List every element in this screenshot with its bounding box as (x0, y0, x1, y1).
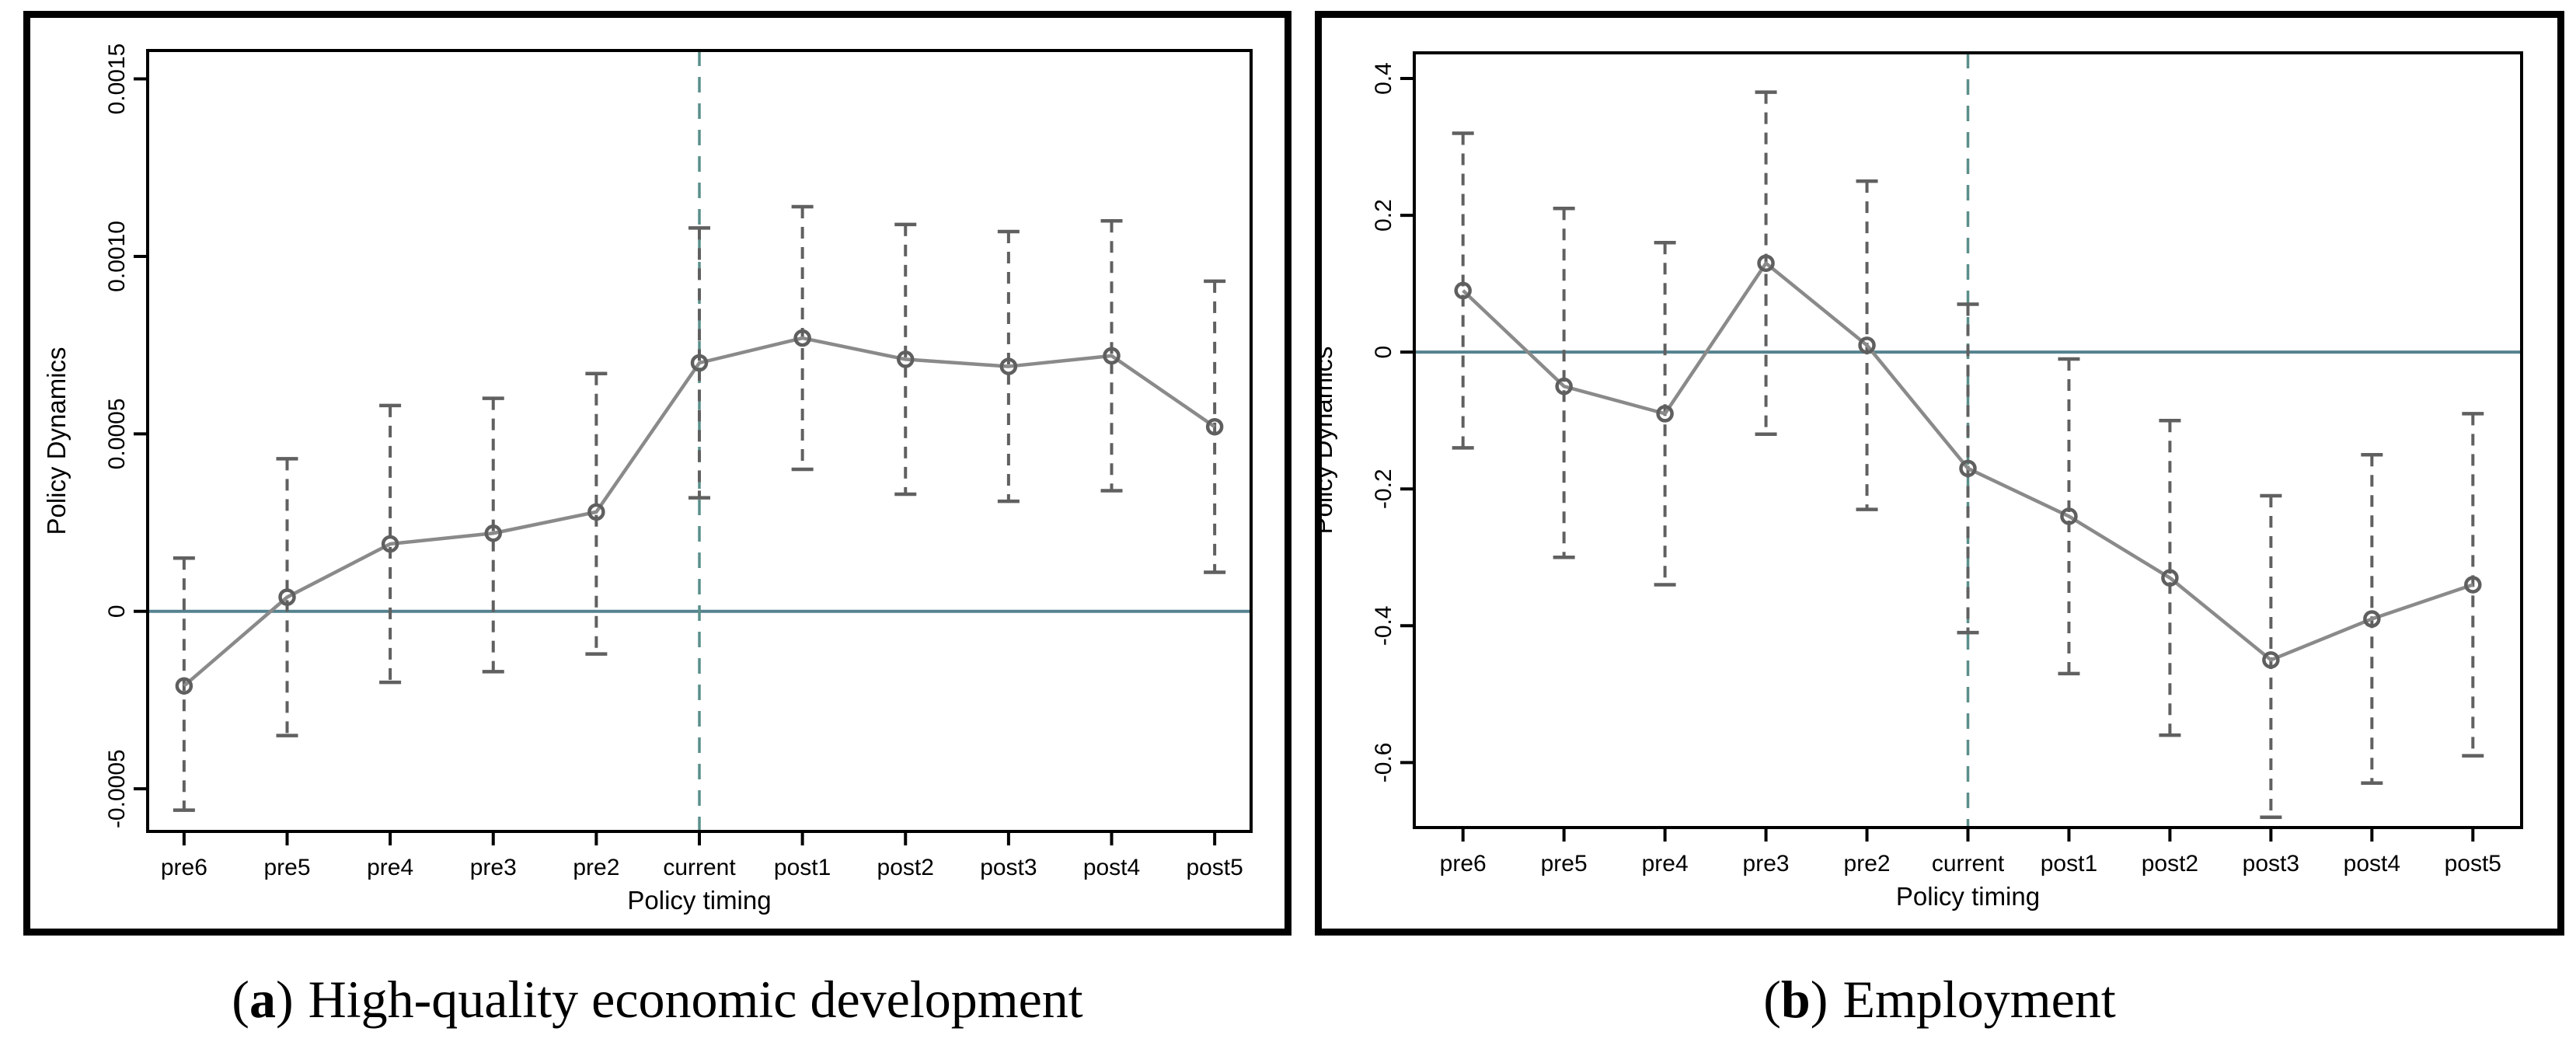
y-axis-title: Policy Dynamics (1322, 346, 1337, 534)
svg-text:post1: post1 (774, 855, 831, 880)
svg-text:pre5: pre5 (1541, 851, 1588, 876)
data-point-markers (1454, 254, 2482, 669)
caption-letter-b: b (1780, 970, 1811, 1029)
svg-text:0: 0 (104, 605, 130, 618)
svg-text:post1: post1 (2041, 851, 2097, 876)
svg-text:post3: post3 (980, 855, 1037, 880)
svg-text:-0.0005: -0.0005 (104, 749, 130, 828)
svg-text:pre2: pre2 (573, 855, 619, 880)
confidence-intervals (173, 204, 1226, 812)
event-study-plot-a: -0.0005 0 0.0005 0.0010 0.0015 Policy Dynamic… (42, 44, 1253, 915)
svg-text:current: current (663, 855, 736, 880)
caption-panel-b: (b) Employment (1315, 960, 2564, 1038)
svg-text:0.0015: 0.0015 (104, 44, 130, 115)
x-axis-title: Policy timing (1896, 882, 2040, 911)
svg-text:-0.6: -0.6 (1371, 743, 1396, 783)
series-line (1462, 261, 2474, 662)
caption-text-b: Employment (1842, 970, 2116, 1029)
y-axis-title: Policy Dynamics (42, 347, 71, 535)
caption-paren-open: ( (1763, 970, 1781, 1029)
confidence-intervals (1452, 90, 2484, 820)
subfigure-panel-a: -0.0005 0 0.0005 0.0010 0.0015 Policy Dynamic… (23, 11, 1291, 936)
svg-text:0.4: 0.4 (1371, 62, 1396, 95)
y-axis: -0.6 -0.4 -0.2 0 0.2 0.4 Policy Dynamics (1322, 62, 1414, 782)
svg-text:pre6: pre6 (1440, 851, 1487, 876)
caption-text-a: High-quality economic development (308, 970, 1083, 1029)
y-axis: -0.0005 0 0.0005 0.0010 0.0015 Policy Dynamic… (42, 44, 148, 828)
svg-text:pre3: pre3 (470, 855, 517, 880)
caption-letter-a: a (249, 970, 276, 1029)
svg-text:pre3: pre3 (1743, 851, 1790, 876)
caption-panel-a: (a) High-quality economic development (23, 960, 1291, 1038)
svg-text:0.2: 0.2 (1371, 199, 1396, 232)
subfigure-panel-b: -0.6 -0.4 -0.2 0 0.2 0.4 Policy Dynamics pre6 pr… (1315, 11, 2564, 936)
caption-paren-open: ( (232, 970, 249, 1029)
svg-text:post4: post4 (2344, 851, 2400, 876)
series-line (183, 336, 1216, 688)
svg-text:pre2: pre2 (1844, 851, 1891, 876)
svg-text:-0.4: -0.4 (1371, 605, 1396, 646)
data-point-markers (175, 329, 1224, 695)
svg-text:post2: post2 (877, 855, 934, 880)
x-axis: pre6 pre5 pre4 pre3 pre2 current post1 post2 pos… (161, 831, 1243, 915)
svg-text:post4: post4 (1083, 855, 1140, 880)
svg-text:post5: post5 (2445, 851, 2501, 876)
svg-text:current: current (1932, 851, 2005, 876)
svg-text:-0.2: -0.2 (1371, 469, 1396, 509)
svg-text:pre5: pre5 (263, 855, 310, 880)
svg-text:0: 0 (1371, 346, 1396, 359)
x-axis: pre6 pre5 pre4 pre3 pre2 current post1 post2 pos… (1440, 828, 2501, 911)
svg-text:pre6: pre6 (161, 855, 207, 880)
svg-text:pre4: pre4 (1642, 851, 1689, 876)
svg-text:0.0005: 0.0005 (104, 398, 130, 469)
svg-text:0.0010: 0.0010 (104, 221, 130, 292)
svg-text:post5: post5 (1186, 855, 1243, 880)
caption-paren-close: ) (1810, 970, 1828, 1029)
x-axis-title: Policy timing (627, 886, 771, 915)
svg-text:post3: post3 (2243, 851, 2299, 876)
svg-text:post2: post2 (2142, 851, 2198, 876)
caption-paren-close: ) (275, 970, 294, 1029)
svg-text:pre4: pre4 (367, 855, 413, 880)
